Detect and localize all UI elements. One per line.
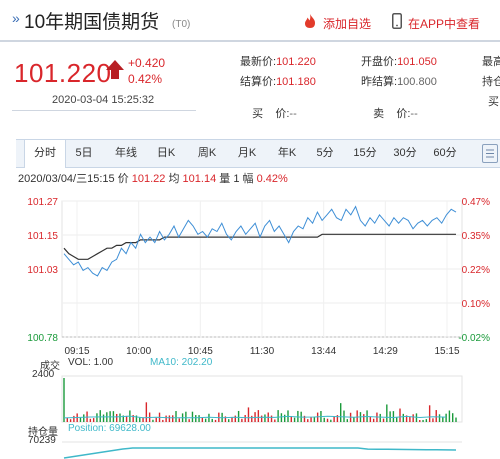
tab-yearly-k[interactable]: 年K: [277, 147, 297, 159]
chart-grid: [61, 200, 463, 338]
info-open: 开盘价:101.050: [361, 53, 437, 69]
readout-vol-label: 量: [219, 173, 231, 185]
volume-text: VOL: 1.00: [68, 357, 114, 368]
up-arrow-icon: [106, 60, 124, 70]
info-label: 买: [488, 96, 499, 108]
info-label: 卖 价:: [373, 108, 411, 120]
tab-30min[interactable]: 30分: [393, 147, 417, 159]
price-line: [63, 205, 457, 277]
readout-amp: 0.42%: [256, 173, 288, 185]
position-lines: [62, 441, 462, 459]
quote-timestamp: 2020-03-04 15:25:32: [52, 94, 155, 106]
volume-panel-label: 成交: [40, 361, 60, 372]
open-in-app-label: 在APP中查看: [408, 17, 481, 31]
title-bar: [0, 0, 500, 42]
info-label: 昨结算:: [361, 76, 398, 88]
y-tick-label-left: 100.78: [27, 333, 58, 344]
page-title: 10年期国债期货: [24, 12, 160, 33]
volume-ymax: 2400: [32, 369, 55, 380]
x-tick-label: 10:45: [188, 346, 213, 357]
info-label: 持仓: [482, 76, 500, 88]
tab-15min[interactable]: 15分: [353, 147, 377, 159]
position-panel-label: 持仓量: [28, 427, 58, 438]
phone-icon: [392, 13, 402, 29]
tab-intraday[interactable]: 分时: [24, 140, 66, 168]
y-tick-label-right: -0.02%: [458, 333, 490, 344]
info-bid: 买 价:--: [246, 93, 297, 121]
change-percent: 0.42%: [128, 72, 163, 86]
info-latest: 最新价:101.220: [240, 53, 316, 69]
readout-avg: 101.14: [182, 173, 217, 185]
x-tick-label: 09:15: [64, 346, 89, 357]
info-ask: 卖 价:--: [367, 93, 418, 121]
period-tabs: 分时 5日 年线 日K 周K 月K 年K 5分 15分 30分 60分: [16, 139, 500, 168]
up-arrow-stem: [111, 70, 119, 79]
info-value: --: [289, 108, 297, 120]
flame-icon: [305, 14, 315, 28]
x-tick-label: 14:29: [373, 346, 398, 357]
ma10-text: MA10: 202.20: [150, 357, 213, 368]
x-tick-label: 10:00: [126, 346, 151, 357]
price-line-group: [63, 205, 457, 277]
info-prev-settle: 昨结算:100.800: [361, 73, 437, 89]
volume-bars: [61, 375, 463, 423]
settings-lines: [486, 149, 494, 158]
ma10-line: [63, 415, 447, 419]
position-line: [63, 447, 457, 459]
info-value: --: [410, 108, 418, 120]
info-value: 101.050: [397, 56, 437, 68]
readout-vol: 1: [233, 173, 240, 185]
position-ymax: 70239: [28, 435, 56, 446]
info-bid-vol: 买: [488, 93, 499, 109]
readout-price-label: 价: [117, 173, 129, 185]
position-text: Position: 69628.00: [68, 423, 151, 434]
y-tick-label-right: 0.35%: [462, 231, 490, 242]
tab-60min[interactable]: 60分: [433, 147, 457, 159]
change-value: +0.420: [128, 56, 166, 70]
x-tick-label: 15:15: [434, 346, 459, 357]
y-tick-label-left: 101.27: [27, 197, 58, 208]
info-value: 100.800: [397, 76, 437, 88]
settings-icon[interactable]: [482, 144, 498, 163]
x-tick-label: 11:30: [250, 346, 275, 357]
price-change: +0.420 0.42%: [128, 55, 165, 87]
tab-5day[interactable]: 5日: [75, 147, 93, 159]
info-label: 结算价:: [240, 76, 277, 88]
info-value: 101.180: [276, 76, 316, 88]
info-position: 持仓: [482, 73, 500, 89]
y-axis-labels: 101.27 101.15 101.03 100.78 0.47% 0.35% 0.22% 0…: [27, 197, 490, 344]
y-tick-label-left: 101.03: [27, 265, 58, 276]
x-tick-label: 13:44: [311, 346, 336, 357]
info-label: 最新价:: [240, 56, 277, 68]
add-watchlist-label: 添加自选: [323, 17, 372, 31]
divider: [12, 110, 196, 111]
contract-code: (T0): [172, 19, 191, 30]
x-axis-labels: 09:15 10:00 10:45 11:30 13:44 14:29 15:15: [64, 346, 459, 357]
tab-5min[interactable]: 5分: [316, 147, 334, 159]
last-price: 101.220: [14, 58, 112, 88]
y-tick-label-right: 0.47%: [462, 197, 490, 208]
y-tick-label-left: 101.15: [27, 231, 58, 242]
tab-monthly-k[interactable]: 月K: [237, 147, 257, 159]
volume-panel-frame: [61, 375, 463, 423]
tab-weekly-k[interactable]: 周K: [197, 147, 217, 159]
info-label: 买 价:: [252, 108, 290, 120]
info-settle: 结算价:101.180: [240, 73, 316, 89]
readout-price: 101.22: [131, 173, 166, 185]
info-label: 最高: [482, 56, 500, 68]
info-high: 最高: [482, 53, 500, 69]
readout-date: 2020/03/04/三15:15: [18, 173, 115, 185]
tab-yearline[interactable]: 年线: [115, 147, 137, 159]
y-tick-label-right: 0.22%: [462, 265, 490, 276]
intraday-chart[interactable]: 101.27 101.15 101.03 100.78 0.47% 0.35% 0.22% 0…: [0, 190, 500, 459]
tab-daily-k[interactable]: 日K: [156, 147, 176, 159]
readout-amp-label: 幅: [242, 173, 254, 185]
y-tick-label-right: 0.10%: [462, 299, 490, 310]
readout-avg-label: 均: [168, 173, 180, 185]
chevron-double-right-icon: »: [12, 10, 20, 26]
chart-readout: 2020/03/04/三15:15 价 101.22 均 101.14 量 1 …: [18, 170, 288, 186]
info-value: 101.220: [276, 56, 316, 68]
info-label: 开盘价:: [361, 56, 398, 68]
